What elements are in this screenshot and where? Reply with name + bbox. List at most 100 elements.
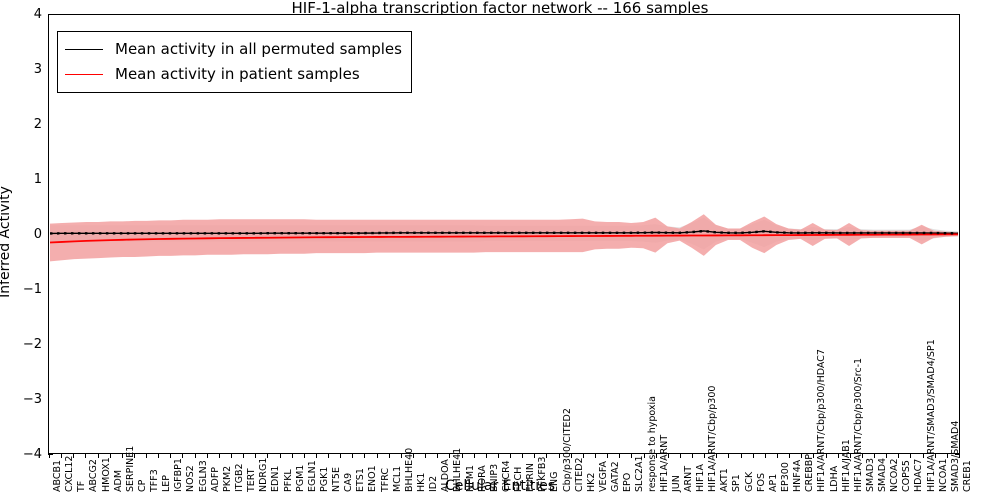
x-tick-mark bbox=[595, 454, 596, 458]
x-tick-mark bbox=[231, 454, 232, 458]
y-tick-label: −4 bbox=[22, 447, 42, 462]
x-tick-mark bbox=[61, 454, 63, 458]
x-tick-mark bbox=[874, 454, 876, 458]
x-tick-mark bbox=[716, 454, 718, 458]
x-tick-label: HIF1A/ARNT/Cbp/p300 bbox=[707, 385, 719, 492]
x-tick-mark bbox=[461, 454, 463, 458]
x-tick-mark bbox=[825, 454, 827, 458]
x-tick-mark bbox=[328, 454, 330, 458]
patient-confidence-band bbox=[49, 214, 959, 262]
x-tick-mark bbox=[425, 454, 427, 458]
x-tick-mark bbox=[922, 454, 924, 458]
y-tick-label: 0 bbox=[33, 227, 42, 242]
x-tick-mark bbox=[194, 454, 196, 458]
y-tick-label: −3 bbox=[22, 392, 42, 407]
x-tick-mark bbox=[413, 454, 414, 458]
x-tick-mark bbox=[437, 454, 439, 458]
x-tick-mark bbox=[97, 454, 99, 458]
x-tick-mark bbox=[121, 454, 123, 458]
legend-label-permuted: Mean activity in all permuted samples bbox=[115, 40, 402, 58]
x-tick-mark bbox=[85, 454, 87, 458]
x-tick-mark bbox=[679, 454, 681, 458]
y-tick-label: 3 bbox=[33, 62, 42, 77]
x-tick-mark bbox=[146, 454, 148, 458]
x-tick-mark bbox=[73, 454, 75, 458]
x-tick-mark bbox=[607, 454, 609, 458]
x-tick-mark bbox=[582, 454, 584, 458]
x-tick-mark bbox=[170, 454, 172, 458]
x-tick-mark bbox=[619, 454, 621, 458]
x-axis-label: Cellular Entities bbox=[444, 478, 556, 494]
x-tick-mark bbox=[837, 454, 839, 458]
x-tick-mark bbox=[849, 454, 851, 458]
x-tick-mark bbox=[813, 454, 815, 458]
x-tick-mark bbox=[546, 454, 548, 458]
x-tick-mark bbox=[910, 454, 912, 458]
legend-line-swatch-permuted bbox=[65, 49, 103, 50]
x-tick-mark bbox=[291, 454, 293, 458]
y-tick-mark bbox=[48, 454, 53, 455]
x-tick-mark bbox=[400, 454, 402, 458]
patient-mean-line bbox=[49, 233, 959, 244]
x-tick-mark bbox=[704, 454, 706, 458]
x-tick-mark bbox=[267, 454, 269, 458]
x-tick-mark bbox=[946, 454, 948, 458]
y-axis-label: Inferred Activity bbox=[0, 186, 13, 298]
x-tick-mark bbox=[473, 454, 475, 458]
y-tick-label: 4 bbox=[33, 7, 42, 22]
x-tick-mark bbox=[206, 454, 208, 458]
x-tick-mark bbox=[158, 454, 160, 458]
x-tick-mark bbox=[315, 454, 317, 458]
permuted-mean-dotted-overlay bbox=[49, 229, 959, 235]
x-tick-mark bbox=[789, 454, 791, 458]
x-tick-mark bbox=[133, 454, 135, 458]
x-tick-mark bbox=[364, 454, 366, 458]
x-tick-mark bbox=[777, 454, 778, 458]
x-tick-mark bbox=[485, 454, 487, 458]
x-tick-label: HIF1A/ARNT/Cbp/p300/Src-1 bbox=[852, 357, 864, 492]
chart-title: HIF-1-alpha transcription factor network… bbox=[291, 0, 709, 17]
x-tick-mark bbox=[376, 454, 378, 458]
plot-canvas bbox=[49, 214, 959, 262]
x-tick-mark bbox=[303, 454, 305, 458]
y-tick-mark-right bbox=[955, 454, 960, 455]
x-tick-mark bbox=[558, 454, 560, 458]
x-tick-mark bbox=[352, 454, 354, 458]
x-tick-mark bbox=[934, 454, 936, 458]
x-tick-mark bbox=[534, 454, 536, 458]
legend-line-swatch-patient bbox=[65, 74, 103, 75]
x-tick-label: HIF1A/ARNT/SMAD3/SMAD4/SP1 bbox=[925, 339, 937, 492]
y-tick-label: 2 bbox=[33, 117, 42, 132]
x-tick-mark bbox=[631, 454, 633, 458]
y-tick-label: −2 bbox=[22, 337, 42, 352]
x-tick-mark bbox=[959, 454, 960, 458]
x-tick-mark bbox=[667, 454, 669, 458]
x-tick-mark bbox=[692, 454, 694, 458]
x-tick-mark bbox=[49, 454, 50, 458]
x-tick-mark bbox=[109, 454, 111, 458]
x-tick-mark bbox=[255, 454, 257, 458]
x-tick-mark bbox=[643, 454, 645, 458]
x-tick-mark bbox=[740, 454, 742, 458]
x-tick-mark bbox=[497, 454, 499, 458]
x-tick-mark bbox=[728, 454, 730, 458]
x-tick-mark bbox=[522, 454, 524, 458]
x-tick-mark bbox=[340, 454, 342, 458]
legend-item-permuted: Mean activity in all permuted samples bbox=[65, 37, 402, 62]
x-tick-mark bbox=[764, 454, 766, 458]
x-tick-mark bbox=[388, 454, 390, 458]
x-tick-mark bbox=[449, 454, 451, 458]
x-tick-mark bbox=[218, 454, 220, 458]
x-tick-mark bbox=[279, 454, 281, 458]
x-tick-label: HIF1A/ARNT/Cbp/p300/HDAC7 bbox=[816, 349, 828, 492]
y-tick-label: −1 bbox=[22, 282, 42, 297]
chart-legend: Mean activity in all permuted samples Me… bbox=[57, 31, 412, 93]
y-tick-label: 1 bbox=[33, 172, 42, 187]
x-tick-mark bbox=[510, 454, 512, 458]
x-tick-mark bbox=[861, 454, 863, 458]
x-tick-mark bbox=[243, 454, 245, 458]
x-tick-mark bbox=[182, 454, 184, 458]
legend-item-patient: Mean activity in patient samples bbox=[65, 62, 402, 87]
legend-label-patient: Mean activity in patient samples bbox=[115, 65, 360, 83]
